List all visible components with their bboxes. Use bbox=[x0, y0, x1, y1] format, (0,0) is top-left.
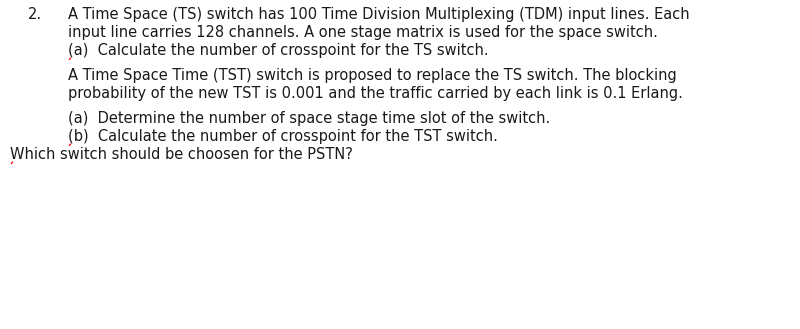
Text: (a)  Determine the number of space stage time slot of the switch.: (a) Determine the number of space stage … bbox=[68, 111, 550, 126]
Text: Which switch should be choosen for the PSTN?: Which switch should be choosen for the P… bbox=[10, 147, 353, 162]
Text: 2.: 2. bbox=[28, 7, 42, 22]
Text: probability of the new TST is 0.001 and the traffic carried by each link is 0.1 : probability of the new TST is 0.001 and … bbox=[68, 86, 683, 101]
Text: input line carries 128 channels. A one stage matrix is used for the space switch: input line carries 128 channels. A one s… bbox=[68, 25, 658, 40]
Text: A Time Space (TS) switch has 100 Time Division Multiplexing (TDM) input lines. E: A Time Space (TS) switch has 100 Time Di… bbox=[68, 7, 690, 22]
Text: A Time Space Time (TST) switch is proposed to replace the TS switch. The blockin: A Time Space Time (TST) switch is propos… bbox=[68, 68, 677, 83]
Text: (b)  Calculate the number of crosspoint for the TST switch.: (b) Calculate the number of crosspoint f… bbox=[68, 129, 498, 144]
Text: (a)  Calculate the number of crosspoint for the TS switch.: (a) Calculate the number of crosspoint f… bbox=[68, 43, 489, 58]
